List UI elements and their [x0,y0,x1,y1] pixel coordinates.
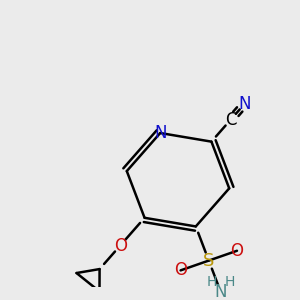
Text: N: N [154,124,167,142]
Text: C: C [225,111,236,129]
Text: H: H [225,275,235,290]
Text: H: H [207,275,217,290]
Text: N: N [214,283,227,300]
Text: O: O [230,242,244,260]
Text: N: N [238,94,251,112]
Text: O: O [114,237,127,255]
Text: O: O [174,261,187,279]
Text: S: S [203,252,214,270]
